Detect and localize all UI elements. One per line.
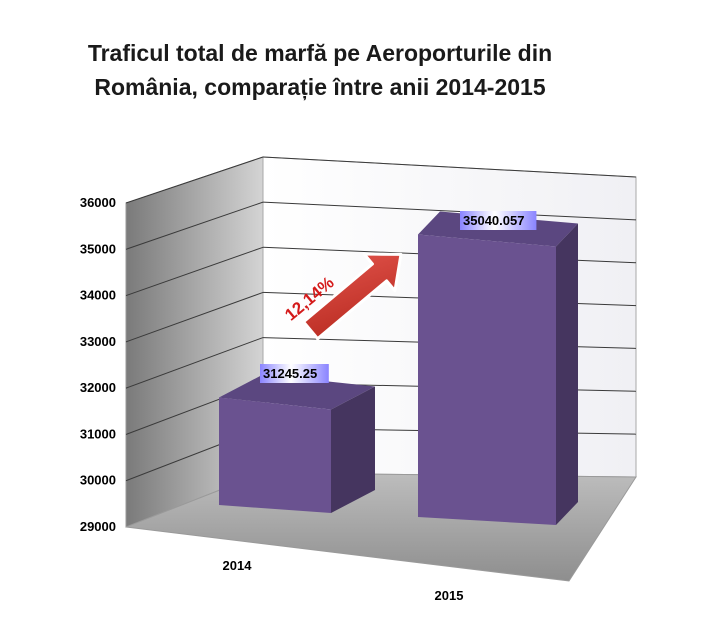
gridline-side — [125, 291, 264, 343]
gridline-side — [125, 246, 264, 297]
bar-2015 — [418, 234, 556, 525]
bar-side-2015 — [556, 223, 578, 525]
y-tick-label: 33000 — [80, 334, 116, 349]
x-category-label: 2015 — [435, 588, 464, 603]
bar-side-2014 — [331, 386, 375, 513]
gridline-side — [125, 201, 264, 250]
bar-2014 — [219, 397, 331, 513]
data-label-box — [260, 364, 329, 383]
y-tick-label: 29000 — [80, 519, 116, 534]
bars: 31245.25 2014 35040.057 2015 — [219, 211, 578, 603]
y-tick-label: 30000 — [80, 473, 116, 488]
y-tick-label: 32000 — [80, 380, 116, 395]
gridline-side — [125, 337, 264, 389]
gridline-back — [262, 201, 637, 221]
x-category-label: 2014 — [223, 558, 253, 573]
data-label-box — [460, 211, 537, 230]
chart-title: Traficul total de marfă pe Aeroporturile… — [40, 36, 600, 104]
growth-arrow — [301, 252, 403, 341]
y-tick-label: 34000 — [80, 288, 116, 303]
data-label: 35040.057 — [463, 213, 524, 228]
bar-top-2014 — [219, 374, 375, 410]
data-label: 31245.25 — [263, 366, 317, 381]
y-axis-ticks: 29000 30000 31000 32000 33000 34000 35000 36000 — [80, 195, 116, 534]
gridline-back — [262, 156, 637, 178]
chart-title-line-2: România, comparație între anii 2014-2015 — [94, 74, 546, 100]
gridline-side — [125, 156, 264, 204]
y-tick-label: 36000 — [80, 195, 116, 210]
chart-title-line-1: Traficul total de marfă pe Aeroporturile… — [87, 40, 553, 66]
y-tick-label: 31000 — [80, 426, 116, 441]
y-tick-label: 35000 — [80, 241, 116, 256]
